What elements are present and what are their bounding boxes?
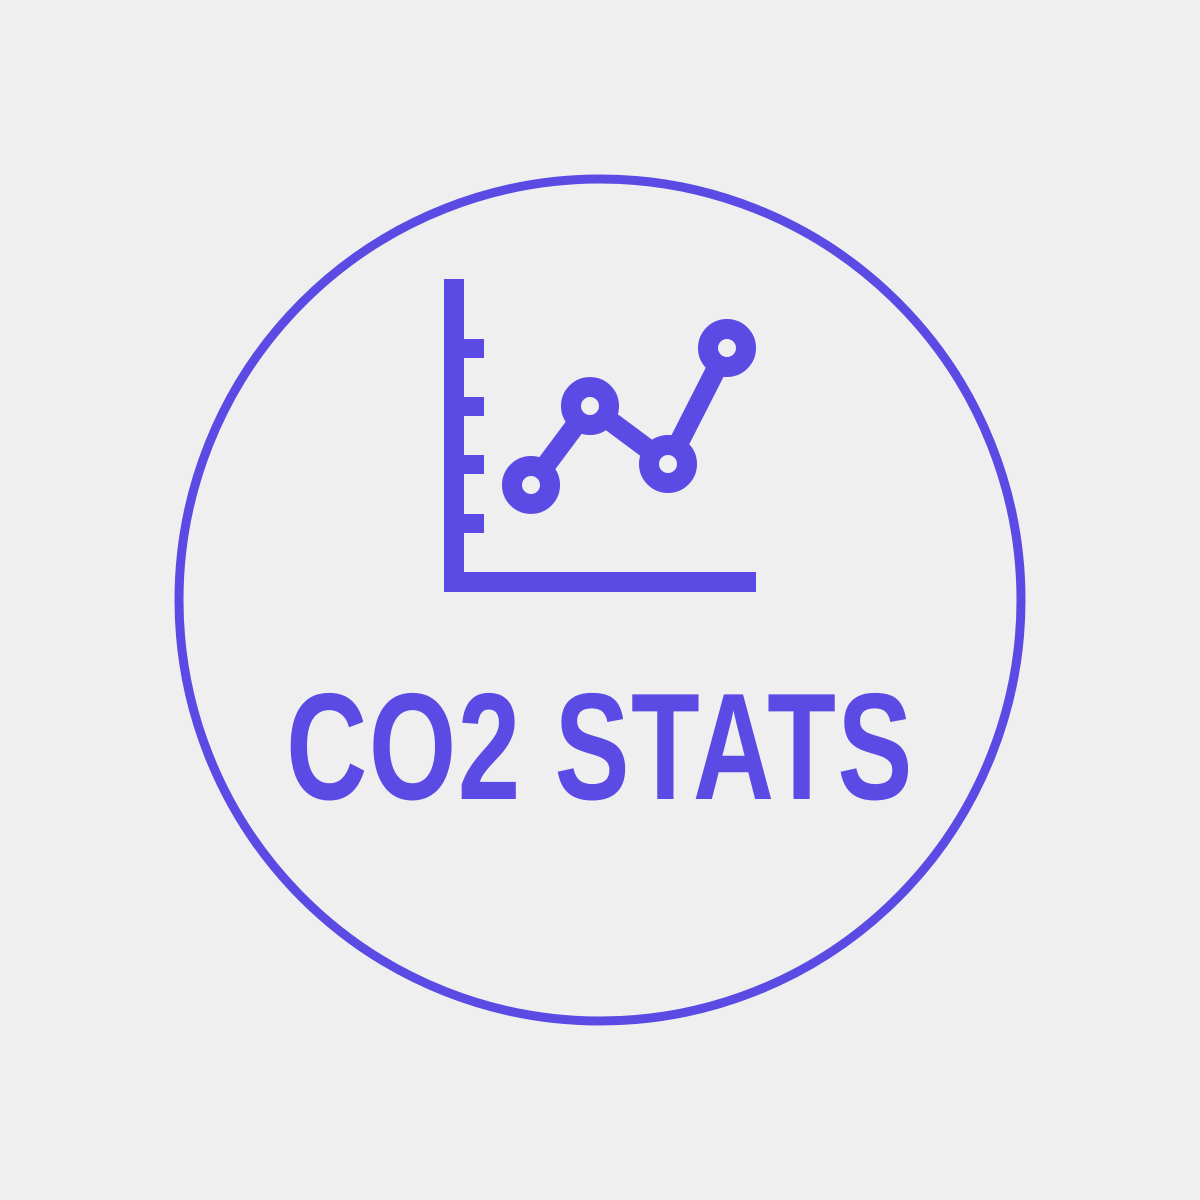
chart-point [561,377,619,435]
chart-points [502,319,756,514]
chart-line [522,343,736,491]
logo-title: CO2 STATS [286,662,914,832]
x-axis [444,572,756,592]
y-tick [464,339,484,358]
chart-axes [444,279,756,592]
y-tick [464,514,484,533]
y-tick [464,455,484,474]
logo-ring [174,174,1026,1026]
y-axis [444,279,464,592]
y-tick [464,397,484,416]
chart-point [639,435,697,493]
chart-point [502,456,560,514]
chart-point [698,319,756,377]
line-chart-icon [444,279,756,592]
